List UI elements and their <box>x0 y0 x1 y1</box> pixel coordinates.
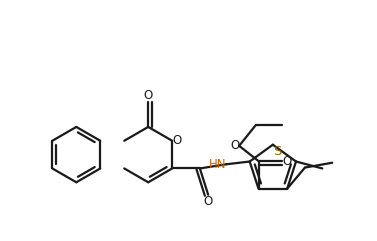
Text: O: O <box>282 154 291 167</box>
Text: S: S <box>273 145 281 158</box>
Text: O: O <box>230 139 239 152</box>
Text: O: O <box>172 134 181 147</box>
Text: O: O <box>204 195 213 208</box>
Text: O: O <box>144 89 153 102</box>
Text: HN: HN <box>208 158 226 171</box>
